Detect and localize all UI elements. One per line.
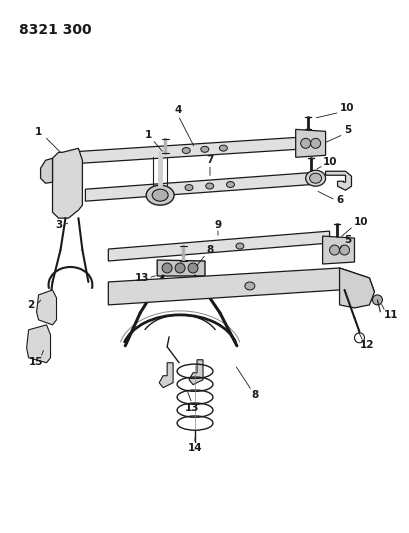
Text: 7: 7 — [206, 155, 213, 165]
Ellipse shape — [219, 145, 227, 151]
Ellipse shape — [310, 139, 320, 148]
Ellipse shape — [188, 263, 198, 273]
Ellipse shape — [226, 182, 234, 188]
Ellipse shape — [205, 183, 213, 189]
Text: 10: 10 — [353, 217, 368, 227]
Text: 14: 14 — [187, 442, 202, 453]
Text: 4: 4 — [174, 106, 181, 116]
Polygon shape — [52, 148, 82, 218]
Polygon shape — [322, 236, 354, 264]
Polygon shape — [325, 171, 351, 190]
Ellipse shape — [305, 170, 325, 186]
Polygon shape — [40, 158, 52, 183]
Ellipse shape — [329, 245, 339, 255]
Polygon shape — [27, 325, 50, 363]
Ellipse shape — [184, 184, 193, 191]
Text: 2: 2 — [27, 300, 34, 310]
Polygon shape — [108, 231, 329, 261]
Ellipse shape — [162, 263, 172, 273]
Ellipse shape — [200, 147, 208, 152]
Polygon shape — [65, 138, 297, 164]
Ellipse shape — [146, 185, 174, 205]
Text: 8: 8 — [251, 390, 258, 400]
Polygon shape — [36, 290, 56, 325]
Ellipse shape — [175, 263, 184, 273]
Polygon shape — [295, 130, 325, 157]
Ellipse shape — [300, 139, 310, 148]
Text: 11: 11 — [383, 310, 398, 320]
Text: 15: 15 — [28, 357, 43, 367]
Text: 5: 5 — [343, 235, 350, 245]
Ellipse shape — [182, 148, 190, 154]
Polygon shape — [157, 260, 204, 276]
Text: 13: 13 — [135, 273, 149, 283]
Text: 10: 10 — [321, 157, 336, 167]
Ellipse shape — [371, 295, 382, 305]
Ellipse shape — [244, 282, 254, 290]
Polygon shape — [108, 268, 373, 305]
Ellipse shape — [309, 173, 321, 183]
Polygon shape — [159, 363, 173, 387]
Text: 12: 12 — [360, 340, 374, 350]
Text: 5: 5 — [343, 125, 350, 135]
Text: 8321 300: 8321 300 — [18, 22, 91, 37]
Text: 6: 6 — [335, 195, 342, 205]
Polygon shape — [85, 172, 315, 201]
Ellipse shape — [152, 189, 168, 201]
Text: 10: 10 — [339, 103, 354, 114]
Text: 1: 1 — [35, 127, 42, 138]
Text: 9: 9 — [214, 220, 221, 230]
Polygon shape — [339, 268, 373, 308]
Ellipse shape — [235, 243, 243, 249]
Polygon shape — [189, 360, 202, 385]
Text: 8: 8 — [206, 245, 213, 255]
Text: 1: 1 — [144, 131, 151, 140]
Text: 3: 3 — [55, 220, 62, 230]
Text: 13: 13 — [184, 402, 199, 413]
Ellipse shape — [339, 245, 348, 255]
